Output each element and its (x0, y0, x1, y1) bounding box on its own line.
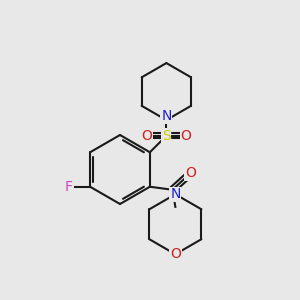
Text: N: N (170, 187, 181, 201)
Text: O: O (170, 247, 181, 261)
Text: S: S (162, 129, 171, 143)
Text: O: O (141, 129, 152, 143)
Text: N: N (161, 109, 172, 123)
Text: O: O (185, 166, 196, 180)
Text: O: O (180, 129, 191, 143)
Text: F: F (65, 180, 73, 194)
Text: N: N (161, 109, 172, 123)
